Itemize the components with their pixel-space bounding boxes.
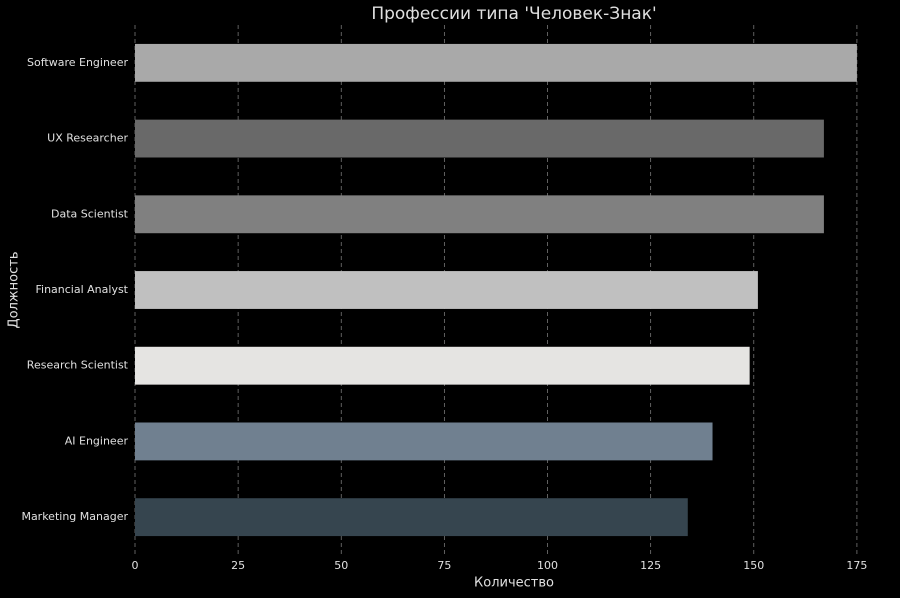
x-tick-label: 50 bbox=[334, 559, 348, 572]
x-tick-label: 175 bbox=[846, 559, 867, 572]
y-tick-label: UX Researcher bbox=[47, 132, 128, 145]
bar bbox=[135, 43, 857, 82]
x-tick-label: 100 bbox=[537, 559, 558, 572]
x-tick-label: 25 bbox=[231, 559, 245, 572]
y-tick-label: Software Engineer bbox=[27, 56, 128, 69]
chart-title: Профессии типа 'Человек-Знак' bbox=[371, 4, 656, 24]
x-axis-label: Количество bbox=[474, 576, 554, 591]
x-tick-label: 0 bbox=[132, 559, 139, 572]
x-tick-label: 75 bbox=[437, 559, 451, 572]
bar bbox=[135, 271, 758, 309]
x-tick-label: 125 bbox=[640, 559, 661, 572]
y-tick-label: Financial Analyst bbox=[35, 283, 128, 296]
bar bbox=[135, 195, 824, 234]
y-axis-label: Должность bbox=[7, 252, 22, 329]
bar bbox=[135, 119, 824, 158]
y-tick-label: Data Scientist bbox=[51, 207, 129, 220]
bar bbox=[135, 346, 750, 385]
bar bbox=[135, 422, 713, 461]
y-tick-label: Marketing Manager bbox=[21, 510, 128, 523]
y-tick-label: Research Scientist bbox=[27, 359, 129, 372]
y-tick-label: AI Engineer bbox=[65, 434, 129, 447]
bar bbox=[135, 498, 688, 537]
x-tick-label: 150 bbox=[743, 559, 764, 572]
